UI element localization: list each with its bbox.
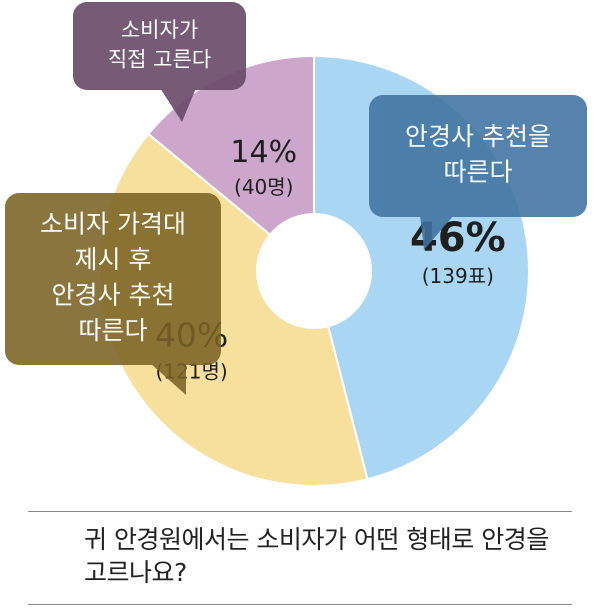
callout-3-line: 소비자가 xyxy=(121,18,198,42)
callout-2-line: 따른다 xyxy=(78,316,147,345)
donut-hole xyxy=(256,213,372,329)
percent-label-3: 14% xyxy=(230,135,297,170)
callout-1-line: 안경사 추천을 xyxy=(405,122,551,151)
callout-1-line: 따른다 xyxy=(443,158,512,187)
survey-question: 귀 안경원에서는 소비자가 어떤 형태로 안경을 고르나요? xyxy=(84,525,549,587)
callout-2-line: 제시 후 xyxy=(75,245,152,274)
callout-3-line: 직접 고른다 xyxy=(108,48,211,72)
count-label-1: (139표) xyxy=(422,264,494,288)
top-divider xyxy=(28,511,572,512)
callout-2-line: 안경사 추천 xyxy=(52,281,175,310)
callout-2-line: 소비자 가격대 xyxy=(40,210,186,239)
bottom-divider xyxy=(28,604,572,605)
count-label-3: (40명) xyxy=(234,175,293,199)
